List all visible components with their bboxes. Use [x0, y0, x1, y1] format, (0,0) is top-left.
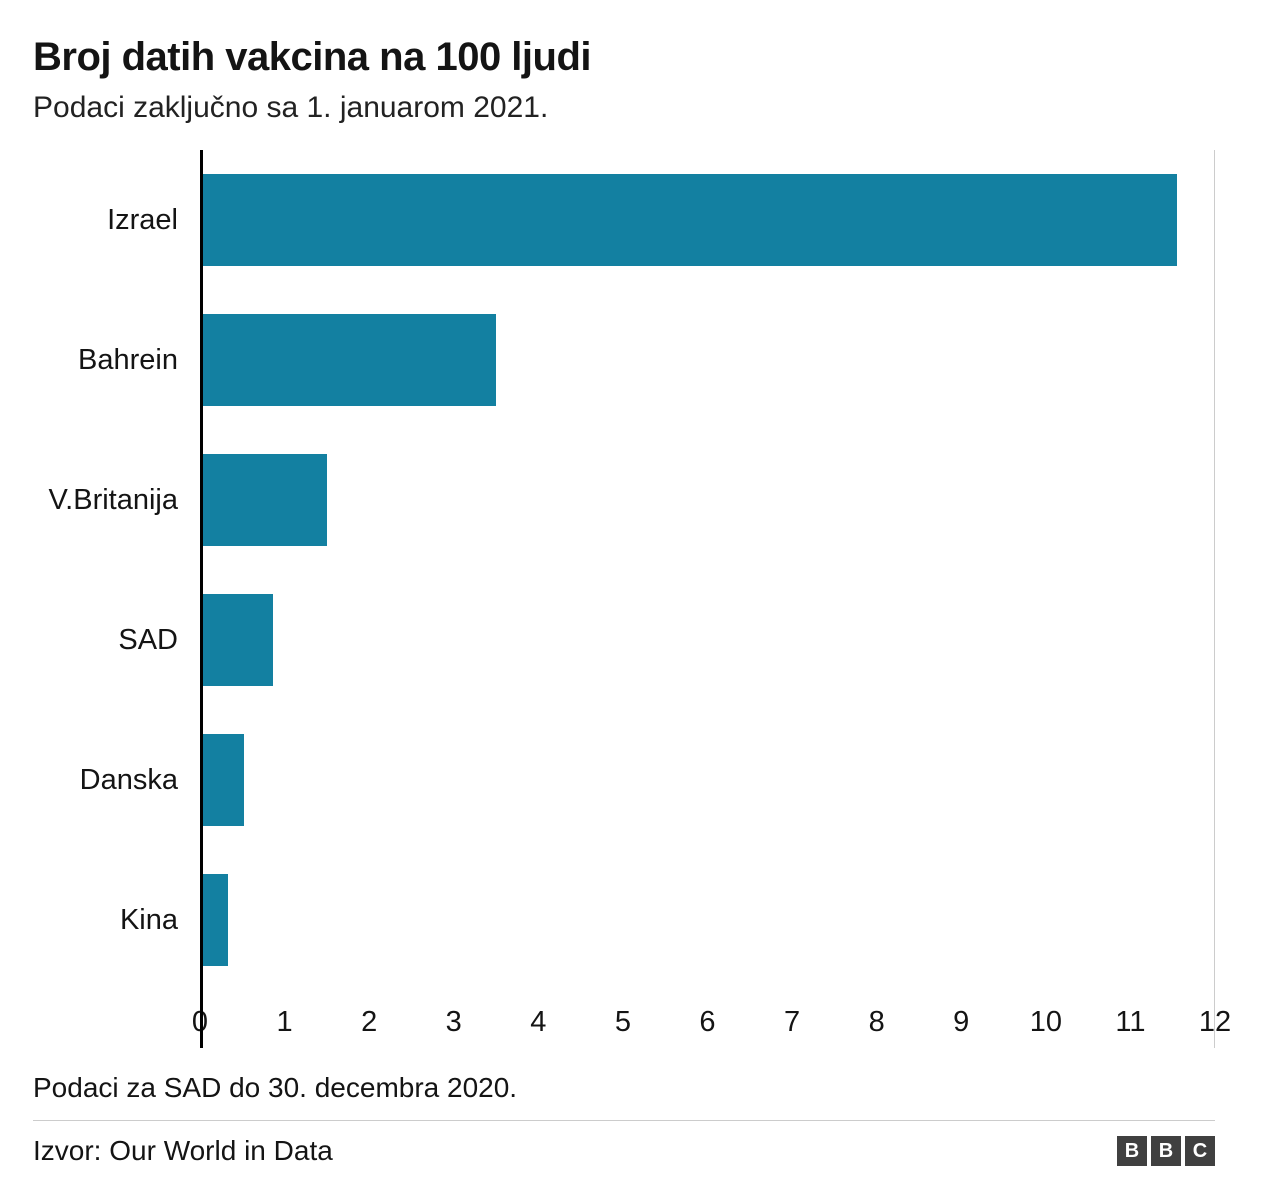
bbc-logo-block: C — [1185, 1136, 1215, 1166]
x-tick-label: 11 — [1115, 1006, 1146, 1038]
chart-row: Kina — [33, 850, 1215, 990]
footer-divider — [33, 1120, 1215, 1121]
x-tick-label: 7 — [784, 1006, 801, 1038]
bar — [200, 314, 497, 406]
gridline-x12 — [1214, 150, 1215, 1048]
bar-track — [200, 594, 1215, 686]
x-tick-label: 8 — [868, 1006, 885, 1038]
category-label: Kina — [119, 903, 178, 936]
x-tick-label: 10 — [1029, 1006, 1062, 1038]
bar-track — [200, 174, 1215, 266]
x-axis: 0123456789101112 — [192, 990, 1231, 1048]
x-tick-label: 3 — [445, 1006, 462, 1038]
x-tick-label: 2 — [361, 1006, 378, 1038]
chart-row: Bahrein — [33, 290, 1215, 430]
chart-row: SAD — [33, 570, 1215, 710]
chart-row: Danska — [33, 710, 1215, 850]
category-label: Bahrein — [78, 343, 178, 376]
bar — [200, 874, 228, 966]
bar — [200, 734, 244, 826]
bar-track — [200, 314, 1215, 406]
x-tick-label: 12 — [1198, 1006, 1232, 1038]
bar — [200, 454, 327, 546]
bar — [200, 594, 273, 686]
footnote: Podaci za SAD do 30. decembra 2020. — [33, 1072, 518, 1103]
source-text: Izvor: Our World in Data — [33, 1135, 333, 1166]
chart-row: Izrael — [33, 150, 1215, 290]
bbc-logo-block: B — [1151, 1136, 1181, 1166]
bbc-logo-block: B — [1117, 1136, 1147, 1166]
category-label: Danska — [79, 763, 178, 796]
category-label: Izrael — [107, 203, 178, 236]
bar — [200, 174, 1177, 266]
x-tick-label: 4 — [530, 1006, 547, 1038]
x-tick-label: 9 — [953, 1006, 970, 1038]
page-title: Broj datih vakcina na 100 ljudi — [33, 35, 592, 79]
y-axis-line — [200, 150, 203, 1048]
category-label: V.Britanija — [48, 483, 178, 516]
chart-footer: Podaci za SAD do 30. decembra 2020. Izvo… — [33, 1072, 1215, 1167]
x-tick-label: 1 — [276, 1006, 293, 1038]
chart-rows: Izrael Bahrein V.Britanija SAD Danska Kina — [33, 150, 1215, 990]
chart-row: V.Britanija — [33, 430, 1215, 570]
x-tick-label: 5 — [614, 1006, 631, 1038]
bar-track — [200, 454, 1215, 546]
x-tick-label: 6 — [699, 1006, 716, 1038]
page-subtitle: Podaci zaključno sa 1. januarom 2021. — [33, 91, 549, 124]
category-label: SAD — [118, 623, 178, 656]
bar-track — [200, 874, 1215, 966]
bar-track — [200, 734, 1215, 826]
